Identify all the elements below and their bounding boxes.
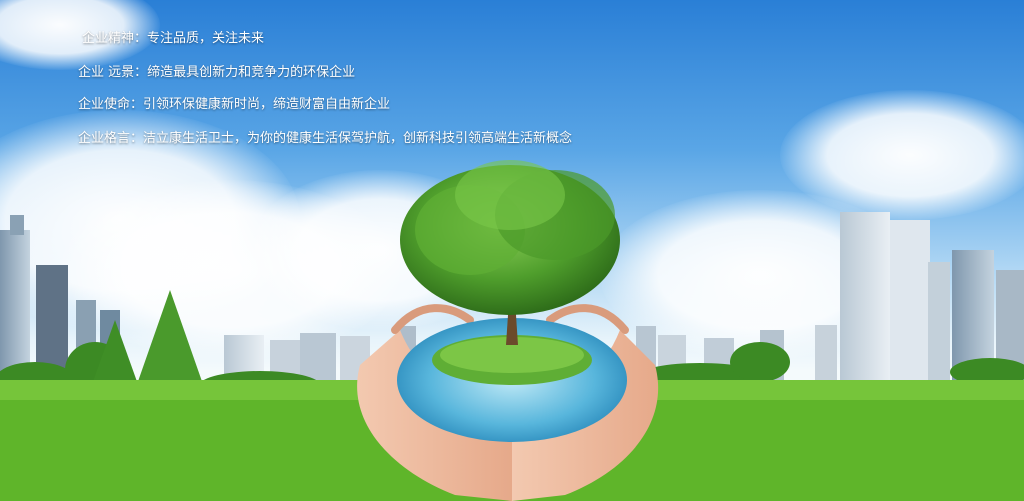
spirit-text: 企业精神：专注品质，关注未来 xyxy=(82,31,265,46)
tree xyxy=(400,160,620,345)
vision-text: 企业 远景：缔造最具创新力和竞争力的环保企业 xyxy=(78,65,356,80)
mission-text: 企业使命：引领环保健康新时尚，缔造财富自由新企业 xyxy=(78,97,391,112)
motto-text: 企业格言：洁立康生活卫士，为你的健康生活保驾护航，创新科技引领高端生活新概念 xyxy=(78,131,573,146)
right-skyline xyxy=(636,212,1024,380)
